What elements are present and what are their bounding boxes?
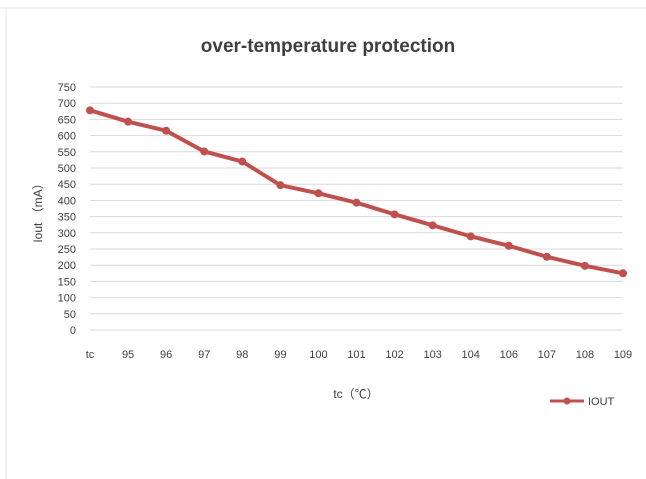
frame xyxy=(0,7,646,479)
data-point xyxy=(619,269,627,278)
x-tick-label: 102 xyxy=(385,349,403,361)
y-tick-label: 450 xyxy=(58,179,76,191)
y-axis-ticks: 0 50 100 150 200 250 300 350 400 450 500 550 600 650 7… xyxy=(58,82,76,337)
x-tick-label: 107 xyxy=(538,349,556,361)
data-point xyxy=(466,232,475,241)
y-tick-label: 50 xyxy=(64,309,76,321)
data-point xyxy=(314,189,323,198)
y-tick-label: 300 xyxy=(58,228,76,240)
x-tick-label: 99 xyxy=(274,349,286,361)
data-point xyxy=(124,117,133,126)
x-axis-ticks: tc 95 96 97 98 99 100 101 102 103 104 106 107 108 109 xyxy=(86,349,632,361)
x-tick-label: tc xyxy=(86,349,95,361)
x-tick-label: 97 xyxy=(198,349,210,361)
data-point xyxy=(162,126,171,135)
y-tick-label: 700 xyxy=(58,98,76,110)
data-point xyxy=(504,241,513,250)
data-point xyxy=(428,221,437,230)
legend: IOUT xyxy=(550,396,615,408)
legend-label-iout: IOUT xyxy=(588,396,615,408)
y-tick-label: 150 xyxy=(58,276,76,288)
y-tick-label: 550 xyxy=(58,147,76,159)
x-tick-label: 96 xyxy=(160,349,172,361)
legend-marker-dot xyxy=(563,397,571,405)
y-tick-label: 750 xyxy=(58,82,76,94)
x-tick-label: 100 xyxy=(309,349,327,361)
x-tick-label: 104 xyxy=(462,349,480,361)
y-axis-label: Iout （mA） xyxy=(31,177,45,242)
y-tick-label: 200 xyxy=(58,260,76,272)
y-tick-label: 250 xyxy=(58,244,76,256)
gridlines xyxy=(90,86,623,331)
x-tick-label: 103 xyxy=(423,349,441,361)
x-tick-label: 98 xyxy=(236,349,248,361)
x-tick-label: 106 xyxy=(500,349,518,361)
x-axis-label: tc（℃） xyxy=(333,387,378,401)
y-tick-label: 600 xyxy=(58,131,76,143)
x-tick-label: 109 xyxy=(614,349,632,361)
y-tick-label: 100 xyxy=(58,293,76,305)
data-point xyxy=(238,157,247,166)
data-point xyxy=(86,106,94,115)
data-point xyxy=(352,198,361,207)
series-iout xyxy=(86,106,627,278)
data-point xyxy=(390,210,399,219)
data-point xyxy=(276,181,285,190)
y-tick-label: 400 xyxy=(58,195,76,207)
x-tick-label: 95 xyxy=(122,349,134,361)
x-tick-label: 108 xyxy=(576,349,594,361)
data-point xyxy=(200,147,209,156)
data-point xyxy=(580,261,589,270)
chart-title: over-temperature protection xyxy=(201,36,455,57)
y-tick-label: 500 xyxy=(58,163,76,175)
y-tick-label: 0 xyxy=(70,325,76,337)
y-tick-label: 350 xyxy=(58,212,76,224)
y-tick-label: 650 xyxy=(58,114,76,126)
data-point xyxy=(542,252,551,261)
x-tick-label: 101 xyxy=(347,349,365,361)
